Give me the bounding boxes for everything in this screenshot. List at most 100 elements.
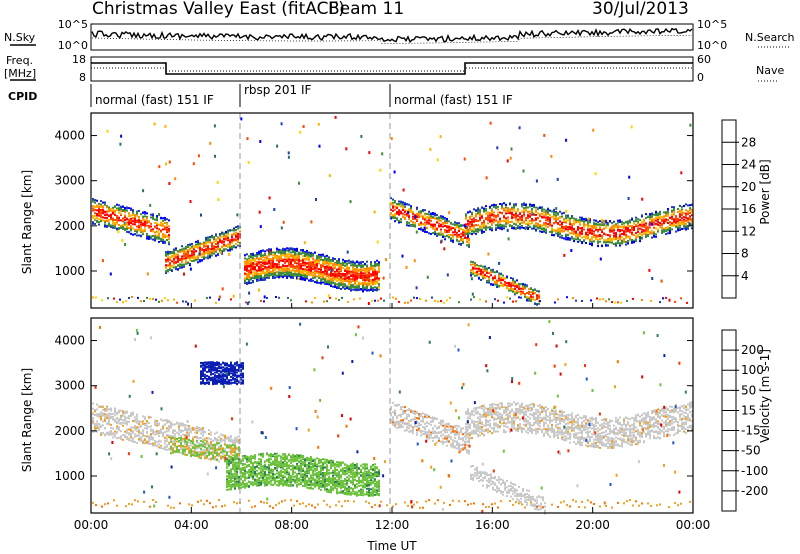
heatmap-pixel: [100, 214, 102, 217]
heatmap-pixel: [657, 223, 659, 226]
heatmap-pixel: [322, 276, 324, 279]
heatmap-pixel: [454, 233, 456, 236]
heatmap-pixel: [158, 237, 160, 240]
heatmap-pixel: [613, 238, 615, 241]
heatmap-pixel: [248, 280, 250, 283]
heatmap-pixel: [306, 265, 308, 268]
heatmap-pixel: [177, 268, 179, 271]
heatmap-pixel: [213, 241, 215, 244]
heatmap-pixel: [274, 269, 276, 272]
heatmap-pixel: [589, 229, 591, 232]
heatmap-pixel: [539, 225, 541, 228]
heatmap-pixel: [444, 225, 446, 227]
heatmap-pixel: [124, 224, 126, 227]
heatmap-pixel: [356, 265, 358, 268]
heatmap-pixel: [516, 279, 518, 282]
heatmap-pixel: [152, 235, 154, 237]
heatmap-pixel: [346, 265, 348, 268]
heatmap-pixel: [102, 201, 104, 204]
heatmap-pixel: [514, 283, 516, 286]
heatmap-pixel: [685, 203, 687, 206]
heatmap-pixel: [569, 218, 571, 221]
heatmap-pixel: [519, 227, 521, 230]
heatmap-pixel: [205, 242, 207, 245]
heatmap-pixel: [561, 230, 563, 233]
heatmap-pixel: [581, 300, 583, 302]
heatmap-pixel: [360, 274, 362, 277]
heatmap-pixel: [165, 264, 167, 267]
heatmap-pixel: [617, 227, 619, 229]
heatmap-pixel: [250, 276, 252, 279]
heatmap-pixel: [354, 264, 356, 267]
heatmap-pixel: [94, 201, 96, 204]
heatmap-pixel: [272, 254, 274, 257]
heatmap-pixel: [563, 220, 565, 223]
heatmap-pixel: [114, 209, 116, 212]
heatmap-pixel: [312, 254, 314, 257]
heatmap-pixel: [402, 203, 404, 206]
heatmap-pixel: [258, 252, 260, 255]
heatmap-pixel: [282, 267, 284, 270]
heatmap-pixel: [466, 238, 468, 241]
heatmap-pixel: [160, 224, 162, 227]
heatmap-pixel: [266, 274, 268, 277]
heatmap-pixel: [134, 216, 136, 219]
heatmap-pixel: [199, 250, 201, 253]
heatmap-pixel: [583, 240, 585, 243]
heatmap-pixel: [665, 230, 667, 233]
heatmap-pixel: [130, 219, 132, 222]
heatmap-pixel: [106, 210, 108, 213]
heatmap-pixel: [324, 258, 326, 261]
heatmap-pixel: [481, 228, 483, 231]
heatmap-pixel: [258, 267, 260, 270]
heatmap-pixel: [278, 268, 280, 271]
heatmap-pixel: [326, 254, 328, 257]
heatmap-pixel: [132, 220, 134, 223]
heatmap-pixel: [410, 206, 412, 209]
heatmap-pixel: [467, 230, 469, 233]
heatmap-pixel: [215, 301, 217, 304]
heatmap-pixel: [625, 235, 627, 238]
heatmap-pixel: [653, 234, 655, 237]
heatmap-pixel: [536, 296, 538, 299]
heatmap-pixel: [531, 222, 533, 224]
heatmap-pixel: [478, 277, 480, 279]
heatmap-pixel: [352, 270, 354, 273]
heatmap-pixel: [506, 286, 508, 289]
heatmap-pixel: [687, 220, 689, 223]
heatmap-pixel: [557, 218, 559, 221]
heatmap-pixel: [605, 241, 607, 244]
heatmap-pixel: [310, 252, 312, 255]
cpid-segment-1: normal (fast) 151 IF: [95, 93, 214, 107]
heatmap-pixel: [356, 276, 358, 279]
heatmap-pixel: [284, 270, 286, 273]
heatmap-pixel: [221, 240, 223, 242]
heatmap-pixel: [276, 274, 278, 277]
heatmap-pixel: [398, 212, 400, 214]
heatmap-pixel: [587, 228, 589, 231]
heatmap-pixel: [165, 252, 167, 255]
heatmap-pixel: [290, 271, 292, 274]
heatmap-pixel: [262, 276, 264, 279]
noise-panel: 10^5 10^0 10^5 10^0: [58, 18, 727, 52]
heatmap-pixel: [476, 267, 478, 270]
heatmap-pixel: [515, 219, 517, 222]
heatmap-pixel: [140, 229, 142, 232]
heatmap-pixel: [270, 251, 272, 254]
heatmap-pixel: [112, 221, 114, 223]
heatmap-pixel: [354, 261, 356, 264]
heatmap-pixel: [354, 272, 356, 275]
heatmap-pixel: [671, 206, 673, 209]
heatmap-pixel: [508, 287, 510, 290]
heatmap-pixel: [276, 259, 278, 262]
heatmap-pixel: [298, 269, 300, 272]
heatmap-pixel: [653, 231, 655, 234]
heatmap-pixel: [235, 243, 237, 245]
heatmap-pixel: [185, 262, 187, 265]
heatmap-pixel: [432, 212, 434, 214]
heatmap-pixel: [274, 263, 276, 265]
heatmap-pixel: [501, 226, 503, 229]
heatmap-pixel: [168, 228, 170, 230]
heatmap-pixel: [667, 228, 669, 231]
heatmap-pixel: [252, 252, 254, 255]
